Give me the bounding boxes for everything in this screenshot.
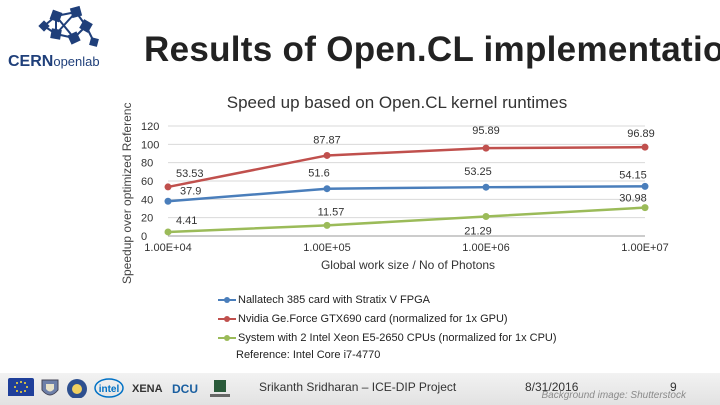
series-line-nvidia <box>167 145 646 189</box>
reference-note: Reference: Intel Core i7-4770 <box>236 349 381 361</box>
y-tick-label: 60 <box>141 176 153 188</box>
xena-logo-icon: XENA <box>132 383 163 395</box>
x-tick-label: 1.00E+04 <box>144 242 191 254</box>
logo-text: CERNopenlab <box>8 53 100 70</box>
x-tick-label: 1.00E+05 <box>303 242 350 254</box>
intel-logo-icon: intel <box>94 378 124 398</box>
data-label-nallatech: 54.15 <box>619 169 647 181</box>
svg-text:intel: intel <box>99 384 120 395</box>
data-point-nvidia <box>641 143 649 151</box>
data-label-intel: 21.29 <box>464 225 492 237</box>
partner-logos: intel XENA DCU <box>8 378 234 398</box>
data-label-nallatech: 51.6 <box>308 168 329 180</box>
nui-maynooth-logo-icon <box>210 380 230 397</box>
footer-presenter: Srikanth Sridharan – ICE-DIP Project <box>259 380 457 394</box>
y-tick-label: 40 <box>141 194 153 206</box>
svg-text:DCU: DCU <box>172 382 198 396</box>
series-line-intel <box>167 206 646 234</box>
data-label-nvidia: 87.87 <box>313 134 341 146</box>
footer-page-number: 9 <box>670 380 677 394</box>
legend-item-intel: System with 2 Intel Xeon E5-2650 CPUs (n… <box>218 328 557 347</box>
svg-text:XENA: XENA <box>132 383 163 395</box>
dcu-logo-icon: DCU <box>172 382 198 396</box>
chart-series <box>164 143 649 236</box>
series-line-nallatech <box>167 185 646 203</box>
y-tick-label: 20 <box>141 213 153 225</box>
data-label-nallatech: 37.9 <box>180 185 201 197</box>
legend-label-intel: System with 2 Intel Xeon E5-2650 CPUs (n… <box>238 331 557 344</box>
data-point-nallatech <box>164 197 172 205</box>
x-tick-label: 1.00E+07 <box>621 242 668 254</box>
data-point-nvidia <box>323 151 331 159</box>
research-crest-icon <box>67 379 87 398</box>
legend-label-nvidia: Nvidia Ge.Force GTX690 card (normalized … <box>238 312 508 325</box>
y-tick-label: 100 <box>141 139 159 151</box>
data-point-intel <box>641 204 649 212</box>
chart-title: Speed up based on Open.CL kernel runtime… <box>227 93 568 112</box>
legend-label-nallatech: Nallatech 385 card with Stratix V FPGA <box>238 293 430 306</box>
data-label-nvidia: 95.89 <box>472 125 500 137</box>
data-point-nallatech <box>482 183 490 191</box>
chart-legend: Nallatech 385 card with Stratix V FPGA N… <box>218 290 557 347</box>
data-point-nvidia <box>482 144 490 152</box>
legend-swatch-intel <box>218 333 236 343</box>
chart-axes: 0 20 40 60 80 100 120 1.00E+04 1.00E+05 1.00E+06 1… <box>141 121 669 254</box>
cern-openlab-logo: CERNopenlab <box>4 2 132 72</box>
image-credit: Background image: Shutterstock <box>541 390 686 401</box>
data-point-intel <box>164 228 172 236</box>
legend-item-nallatech: Nallatech 385 card with Stratix V FPGA <box>218 290 557 309</box>
footer-strip <box>0 373 720 405</box>
data-label-intel: 4.41 <box>176 215 197 227</box>
chart-x-axis-title: Global work size / No of Photons <box>321 258 495 272</box>
data-point-nallatech <box>323 185 331 193</box>
x-tick-label: 1.00E+06 <box>462 242 509 254</box>
data-point-intel <box>482 212 490 220</box>
data-label-intel: 11.57 <box>318 206 345 218</box>
y-tick-label: 120 <box>141 121 159 133</box>
y-tick-label: 0 <box>141 231 147 243</box>
legend-swatch-nvidia <box>218 314 236 324</box>
chart-data-labels: 37.9 51.6 53.25 54.15 53.53 87.87 95.89 96.89 4.… <box>176 125 655 237</box>
data-point-intel <box>323 221 331 229</box>
legend-item-nvidia: Nvidia Ge.Force GTX690 card (normalized … <box>218 309 557 328</box>
chart-grid <box>168 125 645 237</box>
data-label-nvidia: 96.89 <box>627 128 655 140</box>
eu-flag-icon <box>8 378 34 396</box>
legend-swatch-nallatech <box>218 295 236 305</box>
data-label-nallatech: 53.25 <box>464 166 492 178</box>
data-point-nallatech <box>641 182 649 190</box>
university-crest-icon <box>41 379 59 396</box>
data-label-nvidia: 53.53 <box>176 168 204 180</box>
footer-date: 8/31/2016 <box>525 380 579 394</box>
data-label-intel: 30.98 <box>619 193 647 205</box>
slide-title: Results of Open.CL implementation <box>144 30 720 69</box>
y-tick-label: 80 <box>141 158 153 170</box>
data-point-nvidia <box>164 183 172 191</box>
